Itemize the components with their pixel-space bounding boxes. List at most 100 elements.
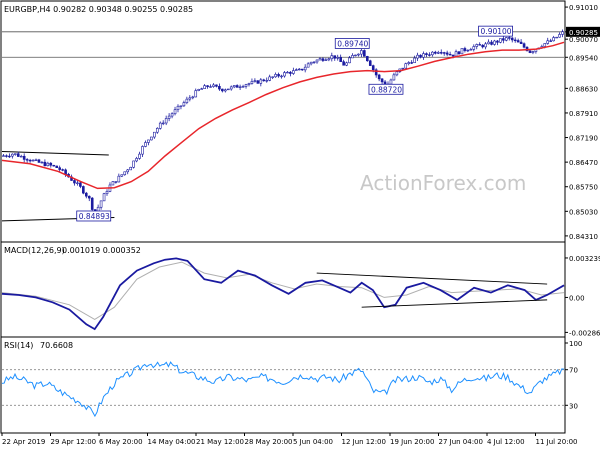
candle-body xyxy=(522,43,526,48)
price-ytick-label: 0.87190 xyxy=(569,135,598,143)
candle-body xyxy=(176,105,180,111)
price-panel-frame xyxy=(0,0,566,243)
candle-body xyxy=(147,139,150,143)
candle-body xyxy=(351,55,354,59)
candle-body xyxy=(31,159,35,162)
candle-body xyxy=(117,175,121,183)
candle-body xyxy=(268,76,271,81)
xaxis-tick-label: 29 Apr 12:00 xyxy=(51,438,97,446)
candle-body xyxy=(16,153,20,157)
candle-body xyxy=(407,62,411,64)
candle-body xyxy=(297,68,301,71)
xaxis-tick-label: 14 May 04:00 xyxy=(148,438,196,446)
candle-body xyxy=(283,72,286,77)
candle-body xyxy=(37,159,41,163)
candle-body xyxy=(111,181,115,186)
candle-body xyxy=(155,128,159,133)
candle-body xyxy=(238,86,242,88)
candle-body xyxy=(510,37,514,41)
candle-body xyxy=(206,85,209,88)
candle-body xyxy=(315,59,319,63)
candle-body xyxy=(2,155,5,157)
xaxis-tick-label: 21 May 12:00 xyxy=(196,438,244,446)
candle-body xyxy=(436,52,440,54)
candle-body xyxy=(374,69,378,76)
candle-body xyxy=(82,186,85,194)
rsi-label: RSI(14) xyxy=(4,341,33,350)
candle-body xyxy=(377,74,381,80)
candle-body xyxy=(339,57,342,62)
candle-body xyxy=(173,109,177,115)
candle-body xyxy=(5,155,8,157)
candle-body xyxy=(324,59,328,61)
candle-body xyxy=(330,55,334,60)
candle-body xyxy=(368,60,372,66)
candle-body xyxy=(454,51,458,57)
candle-body xyxy=(469,49,473,51)
candle-body xyxy=(552,37,555,42)
candle-body xyxy=(126,169,130,173)
candle-body xyxy=(392,74,396,81)
price-ytick-label: 0.87910 xyxy=(569,110,598,118)
candle-body xyxy=(271,76,274,78)
candle-body xyxy=(505,37,508,41)
candle-body xyxy=(519,41,523,44)
price-ytick-label: 0.90070 xyxy=(569,36,598,44)
candle-body xyxy=(138,153,141,159)
candle-body xyxy=(182,102,186,107)
candle-body xyxy=(120,174,124,177)
candle-body xyxy=(153,131,156,138)
candle-body xyxy=(144,142,147,147)
candle-body xyxy=(354,54,357,57)
candle-body xyxy=(250,81,254,84)
candle-body xyxy=(295,69,298,71)
candle-body xyxy=(286,71,289,74)
candle-body xyxy=(232,85,236,88)
candle-body xyxy=(442,52,446,54)
price-annotation-box xyxy=(334,38,370,49)
candle-body xyxy=(8,155,11,158)
candle-body xyxy=(277,74,280,77)
macd-ytick-label: 0.003239 xyxy=(569,255,600,263)
macd-label: MACD(12,26,9) xyxy=(4,246,65,255)
candle-body xyxy=(244,84,248,87)
price-annotation-label: 0.88720 xyxy=(371,85,402,94)
xaxis-tick-label: 5 Jun 04:00 xyxy=(293,438,333,446)
candle-body xyxy=(457,51,461,55)
candle-body xyxy=(342,61,345,66)
candle-body xyxy=(327,58,331,61)
candle-body xyxy=(164,118,168,124)
candle-body xyxy=(363,50,366,57)
candle-body xyxy=(200,88,203,90)
candle-body xyxy=(422,53,425,58)
candle-body xyxy=(499,38,502,43)
candle-body xyxy=(123,171,127,176)
candle-body xyxy=(64,169,67,175)
price-annotation-label: 0.84893 xyxy=(79,212,110,221)
candle-body xyxy=(395,71,399,76)
candle-body xyxy=(463,48,467,51)
current-price-box xyxy=(566,26,600,37)
candle-body xyxy=(516,40,520,43)
current-price-label: 0.90285 xyxy=(569,29,598,37)
price-chart-title: EURGBP,H4 0.90282 0.90348 0.90255 0.9028… xyxy=(4,5,193,14)
chart-watermark: ActionForex.com xyxy=(360,171,526,195)
candle-body xyxy=(371,65,375,71)
candle-body xyxy=(404,63,408,69)
candle-body xyxy=(528,50,532,53)
macd-signal-line xyxy=(1,261,565,320)
candle-body xyxy=(49,162,53,166)
candle-body xyxy=(478,44,482,46)
candle-body xyxy=(247,83,251,85)
candle-body xyxy=(52,164,56,167)
price-ytick-label: 0.85030 xyxy=(569,208,598,216)
candle-body xyxy=(507,37,511,39)
candle-body xyxy=(85,192,88,197)
candle-body xyxy=(300,68,304,71)
candle-body xyxy=(292,70,295,74)
candle-body xyxy=(493,40,496,45)
candle-body xyxy=(543,43,547,47)
candle-body xyxy=(431,51,434,56)
candle-body xyxy=(14,153,17,155)
